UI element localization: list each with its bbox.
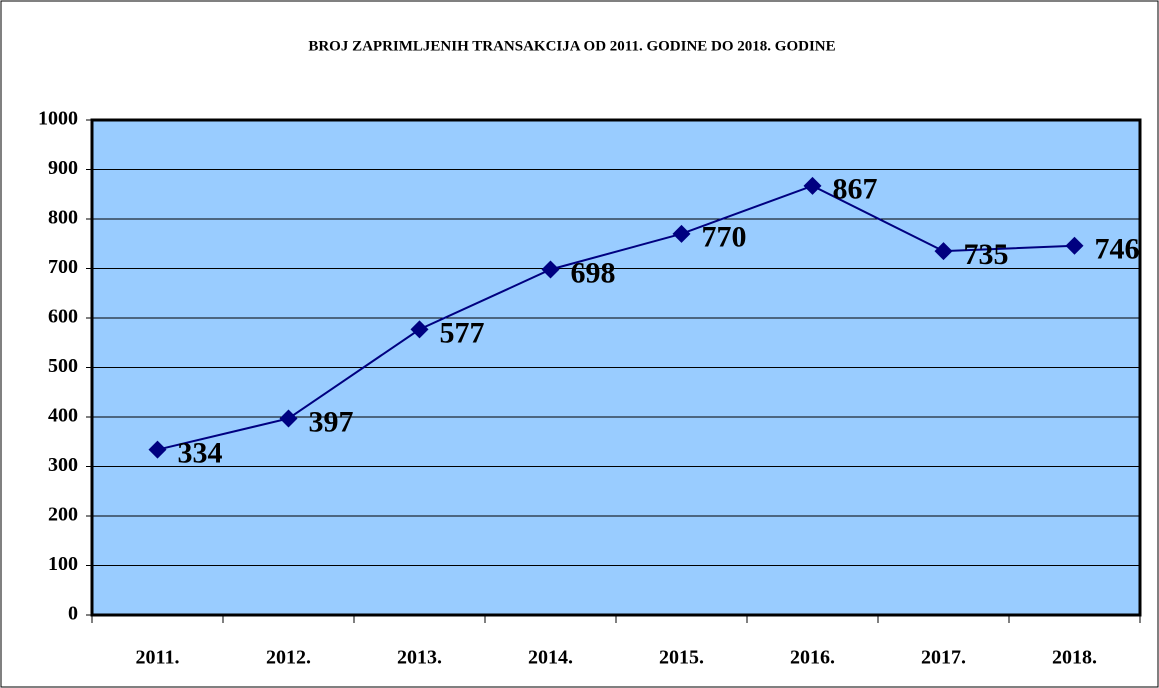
data-point [148,440,167,459]
x-tick-label: 2016. [790,647,835,669]
data-label: 735 [964,238,1009,271]
data-point [279,409,298,428]
data-line [157,184,1075,451]
x-tick-label: 2011. [136,647,180,669]
data-label: 770 [702,221,747,254]
y-tick-label: 800 [48,207,78,229]
y-tick-label: 600 [48,306,78,328]
y-tick-label: 100 [48,553,78,575]
y-tick-label: 700 [48,256,78,278]
y-tick-label: 900 [48,157,78,179]
x-tick-label: 2017. [921,647,966,669]
y-tick-label: 400 [48,405,78,427]
y-tick-label: 200 [48,504,78,526]
x-tick-label: 2018. [1052,647,1097,669]
x-tick-label: 2012. [266,647,311,669]
data-point [672,224,691,243]
y-tick-label: 300 [48,454,78,476]
data-label: 577 [440,316,485,349]
data-point [1065,236,1084,255]
data-label: 334 [178,437,223,470]
y-tick-label: 0 [68,603,78,625]
y-tick-label: 1000 [38,108,78,130]
x-tick-label: 2014. [528,647,573,669]
y-tick-label: 500 [48,355,78,377]
x-tick-label: 2015. [659,647,704,669]
x-tick-label: 2013. [397,647,442,669]
data-label: 397 [309,405,354,438]
chart-title: BROJ ZAPRIMLJENIH TRANSAKCIJA OD 2011. G… [308,38,835,54]
data-label: 698 [571,256,616,289]
data-point [541,260,560,279]
data-label: 867 [833,173,878,206]
data-label: 746 [1095,233,1140,266]
data-point [410,320,429,339]
data-point [803,176,822,195]
data-point [934,242,953,261]
